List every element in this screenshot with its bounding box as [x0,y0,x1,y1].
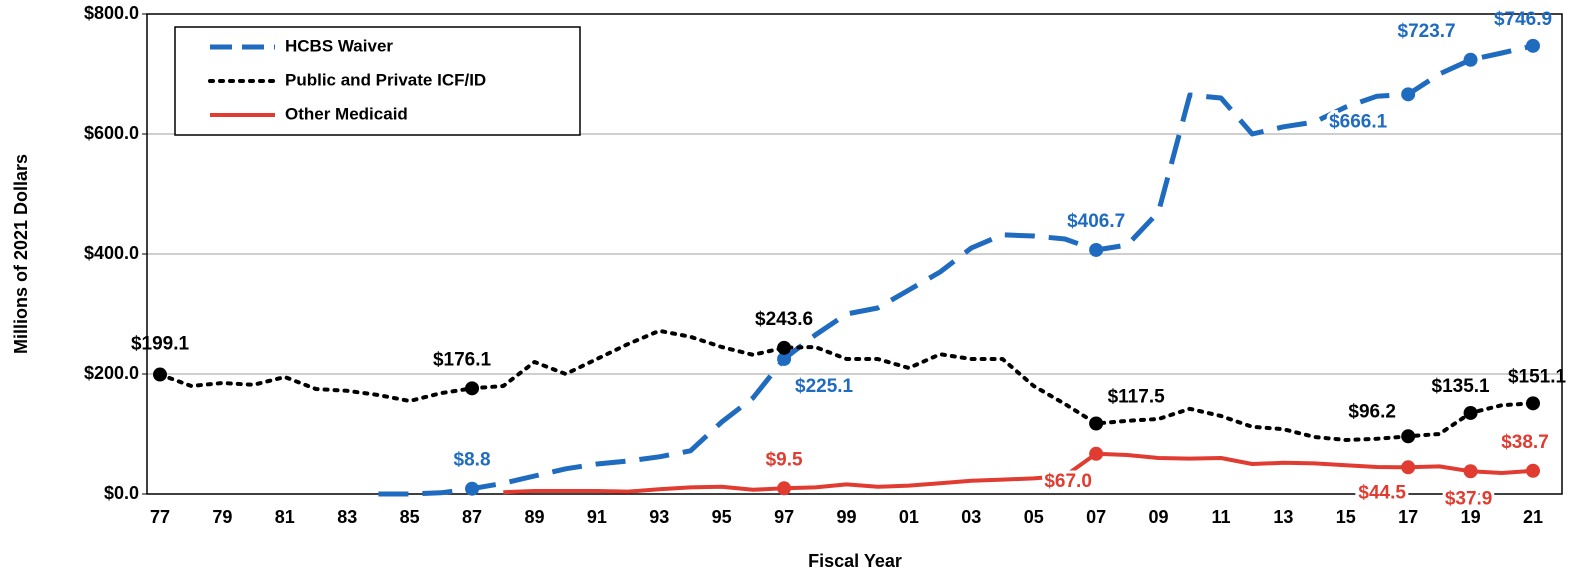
data-point [777,351,792,366]
data-label: $96.2 [1348,401,1396,422]
data-point [1089,416,1104,431]
data-point [465,381,480,396]
series-line [378,43,1534,497]
data-point [1526,463,1540,478]
data-point [1463,52,1478,67]
data-label: $9.5 [766,449,803,470]
x-tick-label: 13 [1273,507,1293,527]
data-label: $38.7 [1501,432,1549,453]
data-label: $746.9 [1494,9,1552,30]
x-tick-label: 19 [1461,507,1481,527]
data-label: $37.9 [1445,488,1493,509]
data-point [1463,405,1478,420]
data-label: $151.1 [1508,366,1567,387]
x-tick-label: 85 [400,507,420,527]
x-tick-label: 03 [961,507,981,527]
x-tick-label: 21 [1523,507,1543,527]
series-line [158,328,1535,442]
data-label: $44.5 [1358,482,1406,503]
y-tick-label: $400.0 [84,243,139,263]
data-point [1089,446,1104,461]
x-tick-label: 07 [1086,507,1106,527]
data-label: $67.0 [1044,471,1092,492]
x-tick-label: 09 [1149,507,1169,527]
y-axis-label: Millions of 2021 Dollars [11,154,31,354]
data-point [1526,38,1540,53]
series-line [503,451,1534,495]
y-tick-label: $800.0 [84,3,139,23]
data-label: $666.1 [1329,111,1388,132]
x-tick-label: 77 [150,507,170,527]
x-tick-label: 81 [275,507,295,527]
data-point [777,481,792,496]
data-point [465,481,480,496]
data-point [1401,460,1416,475]
x-tick-label: 11 [1211,507,1230,527]
data-point [1463,464,1478,479]
legend-label: Other Medicaid [285,104,408,123]
x-tick-label: 99 [836,507,856,527]
x-tick-label: 89 [524,507,544,527]
data-point [777,340,792,355]
data-point [1526,396,1540,411]
data-label: $135.1 [1432,376,1491,397]
data-label: $176.1 [433,349,492,370]
x-tick-label: 91 [587,507,607,527]
data-label: $8.8 [454,450,491,471]
x-tick-label: 01 [899,507,919,527]
legend-label: Public and Private ICF/ID [285,70,486,89]
x-axis-label: Fiscal Year [808,551,902,571]
data-point [1401,429,1416,444]
x-tick-label: 79 [212,507,232,527]
x-tick-label: 97 [774,507,794,527]
x-tick-label: 95 [712,507,732,527]
data-point [1401,87,1416,102]
x-tick-label: 17 [1398,507,1418,527]
plot-frame [146,13,1563,495]
data-point [1089,242,1104,257]
x-tick-label: 05 [1024,507,1044,527]
data-label: $243.6 [755,309,813,330]
x-tick-label: 83 [337,507,357,527]
x-tick-label: 15 [1336,507,1356,527]
data-label: $225.1 [795,376,854,397]
data-label: $723.7 [1398,21,1456,42]
x-tick-label: 87 [462,507,482,527]
y-tick-label: $200.0 [84,363,139,383]
data-label: $406.7 [1067,211,1125,232]
data-label: $199.1 [131,334,190,355]
data-label: $117.5 [1108,387,1165,408]
y-tick-label: $600.0 [84,123,139,143]
y-tick-label: $0.0 [104,483,139,503]
data-point [153,367,167,382]
x-tick-label: 93 [649,507,669,527]
legend-label: HCBS Waiver [285,36,393,55]
